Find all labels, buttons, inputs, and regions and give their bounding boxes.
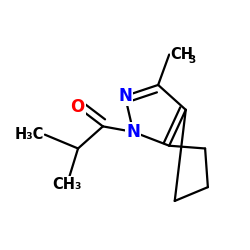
Text: 3: 3 (188, 55, 195, 65)
Text: H: H (31, 127, 44, 142)
Text: N: N (118, 87, 132, 105)
Text: CH₃: CH₃ (52, 177, 82, 192)
Text: H₃C: H₃C (14, 127, 44, 142)
Text: N: N (126, 123, 140, 141)
Text: O: O (70, 98, 84, 116)
Text: CH: CH (170, 47, 194, 62)
